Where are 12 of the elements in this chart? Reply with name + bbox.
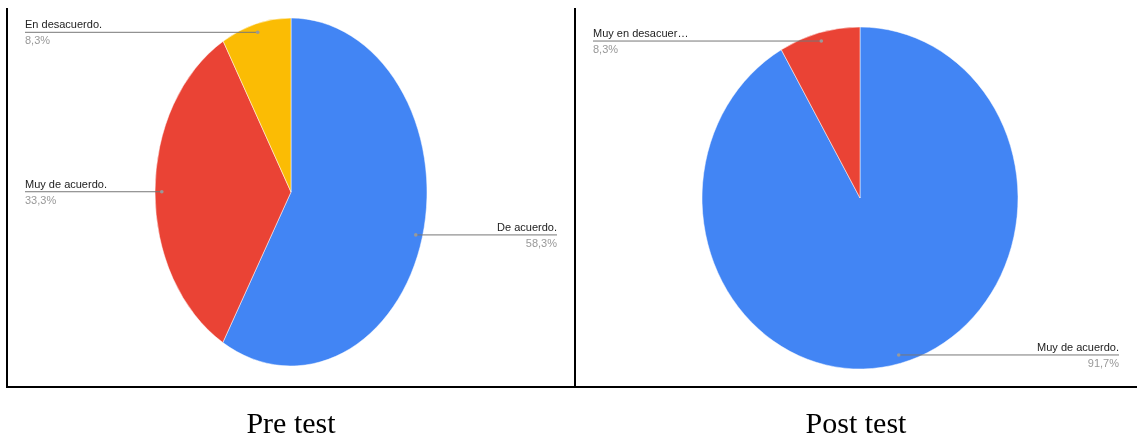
- data-label: 8,3%: [25, 34, 51, 47]
- data-label: 8,3%: [593, 43, 619, 56]
- text: Pre test: [246, 406, 337, 439]
- text: Post test: [805, 406, 908, 439]
- slice-label: Muy de acuerdo.: [25, 177, 107, 190]
- data-label: 58,3%: [525, 236, 558, 249]
- slice-label: Muy de acuerdo.: [1037, 340, 1119, 353]
- data-label: 33,3%: [25, 193, 57, 206]
- slice-label: Muy en desacuer…: [593, 27, 689, 40]
- slice-label: De acuerdo.: [497, 220, 557, 233]
- slice-label: En desacuerdo.: [25, 18, 103, 31]
- data-label: 91,7%: [1087, 356, 1120, 369]
